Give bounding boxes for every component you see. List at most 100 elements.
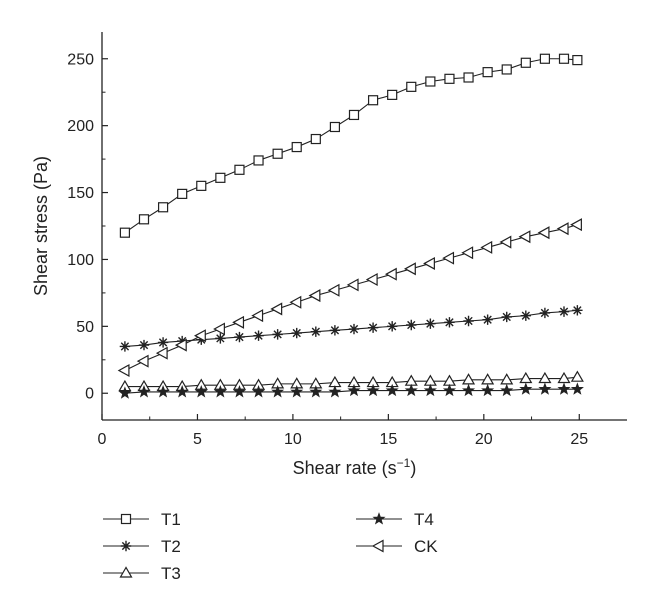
x-tick-label: 5 — [193, 431, 202, 448]
legend-marker-t1 — [120, 513, 132, 525]
data-point-ck — [570, 218, 582, 232]
data-point-t3 — [538, 371, 552, 384]
data-point-t3 — [519, 371, 533, 384]
legend-label-ck: CK — [414, 537, 438, 556]
data-point-t1 — [329, 121, 341, 133]
data-point-t1 — [501, 64, 512, 75]
data-point-t2 — [367, 322, 379, 333]
data-point-t1 — [520, 57, 531, 68]
data-point-t2 — [386, 321, 398, 332]
legend-item-ck: CK — [356, 537, 438, 556]
data-point-t2 — [310, 326, 322, 337]
data-point-ck — [117, 363, 130, 378]
legend-label-t3: T3 — [161, 564, 181, 583]
data-point-ck — [308, 289, 321, 303]
legend-item-t3: T3 — [103, 564, 181, 583]
legend-marker-t2 — [120, 540, 132, 552]
data-point-t1 — [348, 109, 360, 121]
data-point-t2 — [501, 311, 512, 323]
legend-item-t2: T2 — [103, 537, 181, 556]
data-point-t4 — [570, 382, 584, 395]
data-point-t4 — [252, 385, 266, 398]
data-point-t4 — [213, 385, 227, 398]
data-point-t1 — [387, 89, 398, 100]
data-point-ck — [270, 302, 283, 316]
x-tick-label: 20 — [475, 431, 493, 448]
data-point-t2 — [348, 323, 360, 335]
y-axis-title: Shear stress (Pa) — [31, 156, 51, 296]
data-point-t1 — [215, 172, 226, 183]
data-point-t4 — [519, 382, 533, 395]
data-point-t4 — [137, 385, 151, 398]
data-point-t1 — [539, 53, 551, 64]
data-point-t2 — [463, 315, 474, 327]
y-tick-label: 100 — [67, 252, 94, 269]
data-point-t4 — [557, 382, 571, 395]
data-point-ck — [423, 256, 435, 270]
data-point-t2 — [520, 310, 532, 321]
data-point-t2 — [272, 329, 283, 340]
data-point-t2 — [138, 339, 150, 351]
data-point-t4 — [309, 385, 323, 398]
data-point-t1 — [463, 72, 474, 83]
data-point-t4 — [404, 383, 418, 397]
data-point-t4 — [366, 383, 380, 397]
data-point-t4 — [271, 385, 285, 398]
data-point-ck — [346, 278, 359, 292]
data-point-t4 — [118, 386, 132, 399]
y-tick-label: 150 — [67, 185, 94, 202]
data-point-t4 — [232, 385, 246, 398]
data-point-t1 — [425, 76, 436, 87]
y-tick-label: 0 — [85, 386, 94, 403]
data-point-t4 — [538, 382, 552, 395]
data-point-t2 — [558, 306, 570, 317]
y-tick-label: 50 — [76, 319, 94, 336]
data-point-t2 — [157, 337, 169, 348]
data-point-t2 — [406, 319, 417, 331]
legend-label-t4: T4 — [414, 510, 434, 529]
series-t4 — [118, 382, 584, 399]
data-point-t4 — [385, 383, 399, 397]
data-point-t4 — [290, 385, 304, 398]
y-tick-label: 200 — [67, 118, 94, 135]
x-tick-label: 0 — [98, 431, 107, 448]
data-point-t2 — [176, 335, 188, 347]
legend-marker-t4 — [372, 512, 386, 525]
data-point-ck — [213, 322, 225, 336]
legend-label-t2: T2 — [161, 537, 181, 556]
data-point-t4 — [500, 383, 514, 397]
data-point-t4 — [423, 383, 437, 397]
series-t1 — [119, 53, 583, 238]
data-point-t1 — [291, 141, 302, 153]
data-point-ck — [556, 222, 569, 236]
data-point-ck — [480, 240, 493, 254]
data-point-t2 — [425, 318, 436, 329]
data-point-ck — [499, 235, 512, 249]
data-point-t4 — [462, 383, 476, 397]
data-point-t2 — [482, 314, 493, 325]
data-point-ck — [155, 346, 168, 360]
data-point-t4 — [175, 385, 189, 398]
data-point-ck — [289, 295, 302, 309]
data-point-ck — [136, 354, 149, 368]
x-tick-label: 10 — [284, 431, 302, 448]
data-point-ck — [461, 246, 474, 260]
data-point-t2 — [539, 307, 551, 319]
x-axis-title: Shear rate (s−1) — [293, 456, 417, 478]
data-point-t4 — [328, 385, 342, 398]
data-point-t1 — [196, 180, 207, 191]
data-point-t1 — [234, 164, 245, 175]
data-point-t1 — [367, 95, 379, 106]
data-point-ck — [194, 329, 206, 343]
data-point-t2 — [329, 325, 341, 336]
data-point-t2 — [215, 333, 226, 344]
data-point-t3 — [481, 373, 495, 385]
data-point-t1 — [119, 227, 131, 238]
legend-marker-t3 — [119, 566, 133, 578]
plot-series — [117, 53, 584, 399]
data-point-ck — [384, 267, 397, 281]
legend: T1 T2 T3 T4 CK — [103, 510, 438, 583]
data-point-ck — [327, 283, 340, 297]
